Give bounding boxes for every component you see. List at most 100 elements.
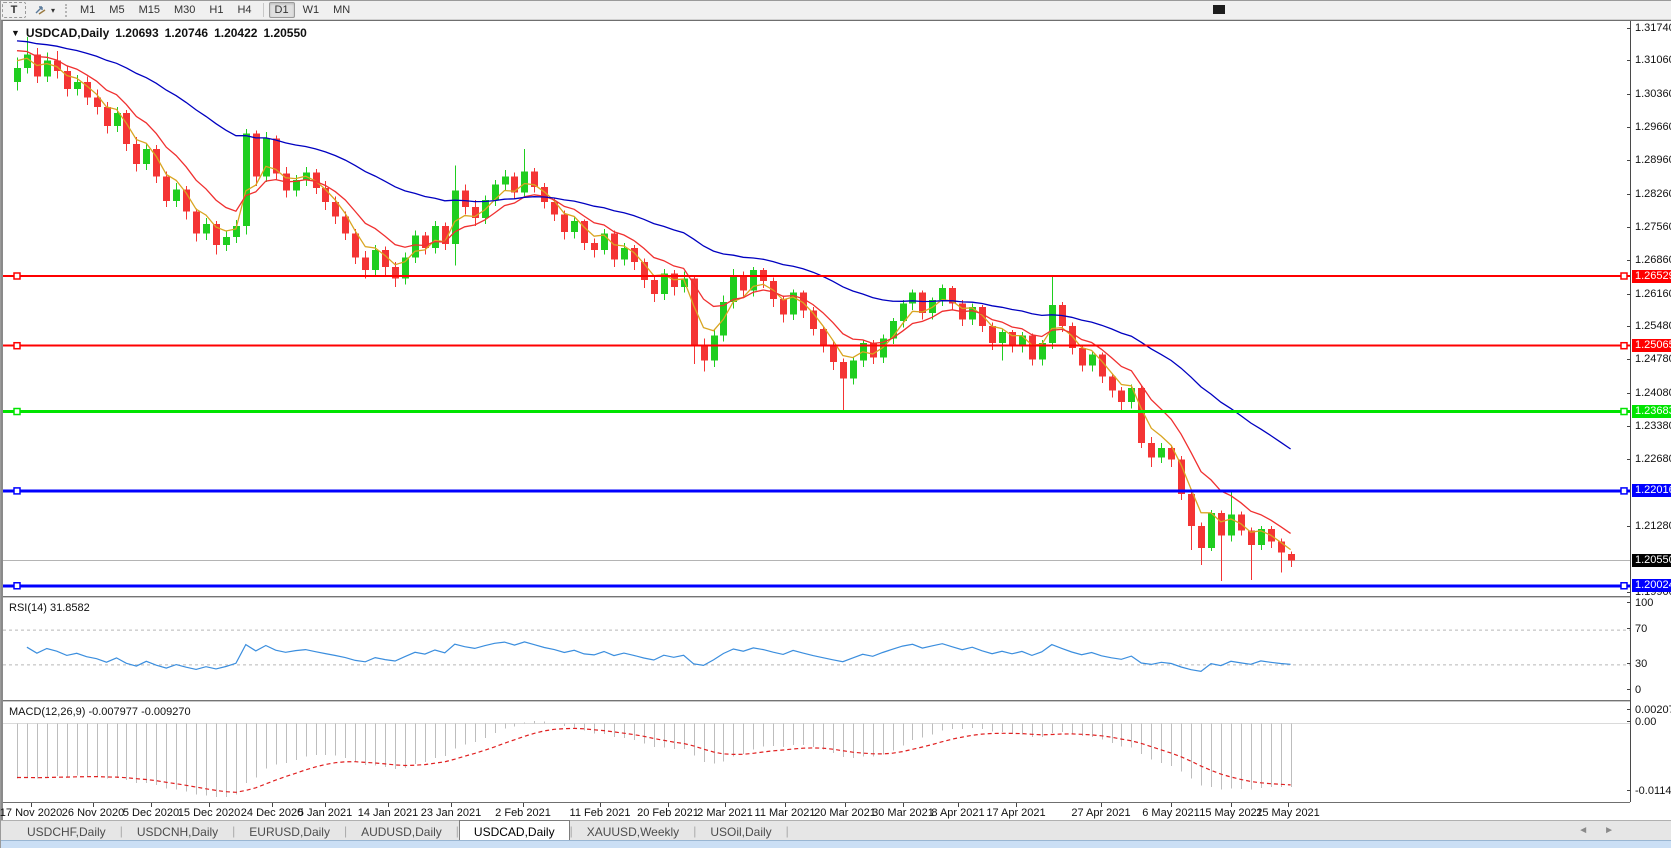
price-tick-label: 1.31060: [1635, 54, 1671, 67]
chart-tab-bar: USDCHF,Daily | USDCNH,Daily | EURUSD,Daily | A…: [1, 820, 1671, 840]
hline-price-tag[interactable]: 1.23683: [1632, 405, 1671, 419]
tab-usoil[interactable]: USOil,Daily: [710, 824, 772, 839]
hline-price-tag[interactable]: 1.20024: [1632, 579, 1671, 593]
tab-audusd[interactable]: AUDUSD,Daily: [361, 824, 442, 839]
tab-divider: |: [232, 824, 236, 838]
date-label: 5 Jan 2021: [297, 807, 353, 819]
date-label: 2 Feb 2021: [495, 807, 551, 819]
tab-scroll-arrows: ◄ ►: [1578, 825, 1614, 840]
macd-tickmark: [1627, 789, 1631, 791]
tab-eurusd[interactable]: EURUSD,Daily: [249, 824, 330, 839]
date-tickmark: [325, 803, 326, 807]
price-tickmark: [1627, 459, 1631, 461]
date-label: 23 Jan 2021: [420, 807, 482, 819]
timeframe-button-m5[interactable]: M5: [109, 4, 125, 16]
time-axis[interactable]: 17 Nov 2020 26 Nov 2020 5 Dec 2020 15 Dec 2…: [0, 802, 1630, 821]
tab-xauusd[interactable]: XAUUSD,Weekly: [586, 824, 680, 839]
status-strip: [1, 840, 1671, 848]
timeframe-button-m15[interactable]: M15: [138, 4, 160, 16]
price-tick-label: 1.30360: [1635, 87, 1671, 100]
timeframe-button-m1[interactable]: M1: [80, 4, 96, 16]
price-axis[interactable]: 1.31740 1.31060 1.30360 1.29660 1.28960 1.282…: [1627, 21, 1671, 802]
date-tickmark: [451, 803, 452, 807]
date-tickmark: [93, 803, 94, 807]
date-tickmark: [1016, 803, 1017, 807]
timeframe-button-h4[interactable]: H4: [237, 4, 252, 16]
date-label: 25 May 2021: [1256, 807, 1320, 819]
rsi-tickmark: [1627, 662, 1631, 664]
date-tickmark: [600, 803, 601, 807]
tab-scroll-right-icon[interactable]: ►: [1604, 825, 1614, 836]
macd-pane[interactable]: MACD(12,26,9) -0.007977 -0.009270: [3, 700, 1630, 802]
price-tick-label: 1.29660: [1635, 120, 1671, 133]
tab-divider: |: [455, 824, 459, 838]
rsi-plot: [3, 629, 1630, 673]
date-tickmark: [725, 803, 726, 807]
tab-divider: |: [343, 824, 348, 838]
date-label: 27 Apr 2021: [1071, 807, 1131, 819]
date-tickmark: [785, 803, 786, 807]
close-value: 1.20550: [263, 26, 307, 40]
timeframe-button-d1[interactable]: D1: [268, 2, 295, 18]
date-label: 30 Mar 2021: [872, 807, 934, 819]
price-tickmark: [1627, 425, 1631, 427]
date-tickmark: [1288, 803, 1289, 807]
chevron-down-icon: ▾: [51, 5, 56, 15]
text-tool-button[interactable]: T: [2, 2, 26, 18]
date-tickmark: [151, 803, 152, 807]
date-tickmark: [272, 803, 273, 807]
rsi-pane[interactable]: RSI(14) 31.8582: [3, 596, 1630, 700]
date-label: 2 Mar 2021: [697, 807, 753, 819]
macd-plot: [3, 721, 1630, 798]
price-tickmark: [1627, 392, 1631, 394]
price-tickmark: [1627, 226, 1631, 228]
tab-usdcnh[interactable]: USDCNH,Daily: [136, 824, 219, 839]
date-label: 6 May 2021: [1142, 807, 1200, 819]
price-tickmark: [1627, 160, 1631, 162]
tab-usdcad[interactable]: USDCAD,Daily: [458, 820, 570, 840]
rsi-level-label: 0: [1635, 684, 1642, 696]
timeframe-buttons: M1 M5 M15 M30 H1 H4 D1 W1 MN: [73, 2, 357, 18]
macd-tickmark: [1627, 721, 1631, 723]
tab-usdchf[interactable]: USDCHF,Daily: [27, 824, 106, 839]
chevron-down-icon[interactable]: ▼: [11, 28, 20, 38]
timeframe-button-h1[interactable]: H1: [209, 4, 224, 16]
date-tickmark: [209, 803, 210, 807]
tab-divider: |: [785, 824, 789, 838]
price-tickmark: [1627, 293, 1631, 295]
hline-price-tag[interactable]: 1.26529: [1632, 269, 1671, 283]
price-tick-label: 1.21280: [1635, 519, 1671, 532]
price-tick-label: 1.26860: [1635, 254, 1671, 267]
price-tick-label: 1.23380: [1635, 419, 1671, 432]
hline-price-tag[interactable]: 1.22016: [1632, 484, 1671, 498]
price-tick-label: 1.24780: [1635, 353, 1671, 366]
date-tickmark: [388, 803, 389, 807]
hline-price-tag[interactable]: 1.25065: [1632, 339, 1671, 353]
macd-axis-label: -0.011462: [1635, 784, 1671, 797]
price-tickmark: [1627, 60, 1631, 62]
symbol-label: USDCAD,Daily: [25, 26, 110, 40]
rsi-tickmark: [1627, 602, 1631, 603]
high-value: 1.20746: [164, 26, 209, 40]
macd-axis-label: 0.002074: [1635, 704, 1671, 716]
tab-scroll-left-icon[interactable]: ◄: [1578, 825, 1589, 836]
date-label: 8 Apr 2021: [931, 807, 985, 819]
price-tickmark: [1627, 591, 1631, 593]
price-tick-label: 1.28260: [1635, 187, 1671, 200]
date-label: 20 Feb 2021: [637, 807, 699, 819]
tab-divider: |: [119, 824, 123, 838]
price-tickmark: [1627, 193, 1631, 195]
toolbar-grip: [65, 3, 70, 17]
price-tick-label: 1.25480: [1635, 319, 1671, 332]
rsi-tickmark: [1627, 628, 1631, 630]
tab-divider: |: [693, 824, 697, 838]
date-label: 26 Nov 2020: [61, 807, 125, 819]
timeframe-button-w1[interactable]: W1: [302, 4, 320, 16]
rsi-level-label: 30: [1635, 657, 1648, 670]
rsi-label: RSI(14) 31.8582: [9, 602, 90, 614]
arrange-arrows-button[interactable]: ▾: [28, 2, 61, 18]
main-chart-pane[interactable]: ▼ USDCAD,Daily 1.20693 1.20746 1.20422 1…: [3, 21, 1630, 596]
timeframe-button-m30[interactable]: M30: [173, 4, 196, 16]
timeframe-button-mn[interactable]: MN: [333, 4, 351, 16]
chart-ohlc-title: ▼ USDCAD,Daily 1.20693 1.20746 1.20422 1…: [11, 26, 307, 40]
